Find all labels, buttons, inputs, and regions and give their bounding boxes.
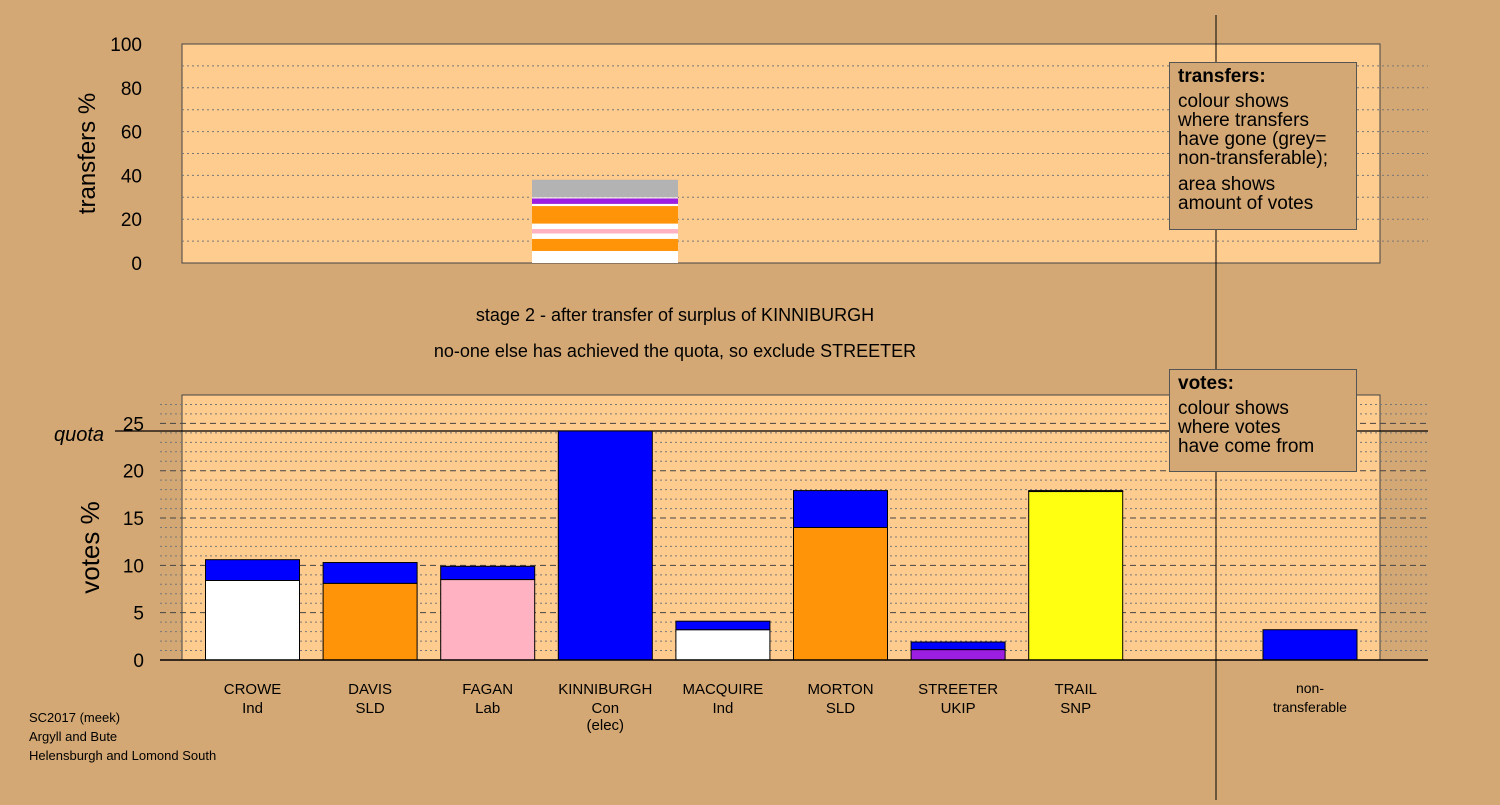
votes-legend-line: where votes: [1178, 417, 1281, 438]
votes-tick-label: 5: [133, 604, 144, 625]
candidate-party-label: Ind: [242, 700, 263, 717]
votes-legend-line: have come from: [1178, 436, 1315, 457]
transfers-legend: transfers: colour shows where transfers …: [1169, 62, 1357, 230]
vote-bar-transfer: [910, 641, 1006, 651]
transfers-legend-line: amount of votes: [1178, 193, 1314, 214]
transfers-tick-label: 100: [110, 35, 142, 56]
candidate-name-label: STREETER: [918, 681, 998, 698]
transfer-segment: [532, 198, 678, 204]
transfers-axis-label: transfers %: [74, 93, 101, 214]
transfers-legend-line: area shows: [1178, 174, 1276, 195]
votes-tick-label: 20: [123, 462, 144, 483]
transfers-legend-line: non-transferable);: [1178, 148, 1328, 169]
non-transferable-label: non-: [1296, 680, 1324, 696]
vote-bar-first-pref: [793, 527, 888, 661]
vote-bar-transfer: [675, 620, 771, 631]
transfer-segment: [532, 179, 678, 198]
candidate-party-label: UKIP: [941, 700, 976, 717]
vote-bar-first-pref: [1028, 491, 1124, 661]
transfer-segment: [532, 203, 678, 207]
votes-tick-label: 0: [133, 651, 144, 672]
vote-bar-first-pref: [205, 580, 300, 661]
transfer-segment: [532, 206, 678, 224]
transfers-tick-label: 40: [121, 166, 142, 187]
stage-caption: stage 2 - after transfer of surplus of K…: [475, 305, 875, 325]
transfer-segment: [532, 238, 678, 251]
transfers-tick-label: 0: [131, 254, 142, 275]
vote-bar-first-pref: [675, 629, 771, 661]
transfers-legend-line: have gone (grey=: [1178, 129, 1327, 150]
votes-legend-line: colour shows: [1178, 398, 1289, 419]
votes-tick-label: 25: [123, 414, 144, 435]
candidate-party-label: SLD: [356, 700, 385, 717]
transfer-segment: [532, 250, 678, 263]
transfers-legend-line: colour shows: [1178, 91, 1289, 112]
transfers-legend-line: where transfers: [1178, 110, 1309, 131]
candidate-name-label: MORTON: [807, 681, 873, 698]
candidate-name-label: TRAIL: [1054, 681, 1097, 698]
footer-council: Argyll and Bute: [29, 729, 118, 744]
candidate-name-label: DAVIS: [348, 681, 392, 698]
vote-bar-first-pref: [910, 649, 1006, 661]
vote-bar-transfer: [793, 490, 888, 529]
footer-block: SC2017 (meek) Argyll and Bute Helensburg…: [29, 708, 216, 765]
vote-bar-transfer: [440, 565, 536, 581]
vote-bar-transfer: [1028, 490, 1124, 493]
transfer-segment: [532, 229, 678, 234]
candidate-party-label: Lab: [475, 700, 500, 717]
votes-tick-label: 15: [123, 509, 144, 530]
transfers-tick-label: 60: [121, 123, 142, 144]
candidate-name-label: MACQUIRE: [682, 681, 763, 698]
transfers-legend-title: transfers:: [1178, 66, 1266, 87]
candidate-party-label: Con: [592, 700, 620, 717]
exclusion-caption: no-one else has achieved the quota, so e…: [433, 341, 917, 361]
quota-label: quota: [54, 424, 104, 446]
vote-bar-first-pref: [440, 579, 536, 661]
transfers-tick-label: 80: [121, 79, 142, 100]
vote-bar-transfer: [322, 562, 418, 584]
transfers-tick-label: 20: [121, 210, 142, 231]
votes-tick-label: 10: [123, 556, 144, 577]
votes-axis-label: votes %: [75, 501, 105, 594]
candidate-name-label: CROWE: [224, 681, 282, 698]
vote-bar-transfer: [205, 559, 300, 582]
votes-legend-title: votes:: [1178, 373, 1234, 394]
non-transferable-label: transferable: [1273, 699, 1347, 715]
transfer-segment: [532, 197, 678, 199]
candidate-name-label: FAGAN: [462, 681, 513, 698]
candidate-party-label: Ind: [712, 700, 733, 717]
footer-ward: Helensburgh and Lomond South: [29, 748, 217, 763]
non-transferable-bar: [1262, 629, 1358, 661]
votes-legend: votes: colour shows where votes have com…: [1169, 369, 1357, 472]
candidate-name-label: KINNIBURGH: [558, 681, 652, 698]
transfer-segment: [532, 233, 678, 239]
candidate-party-label: SNP: [1060, 700, 1091, 717]
transfer-segment: [532, 223, 678, 230]
footer-method: SC2017 (meek): [29, 710, 121, 725]
vote-bar-first-pref: [557, 430, 653, 661]
vote-bar-first-pref: [322, 582, 418, 661]
candidate-party-label: SLD: [826, 700, 855, 717]
candidate-status-label: (elec): [587, 717, 625, 734]
